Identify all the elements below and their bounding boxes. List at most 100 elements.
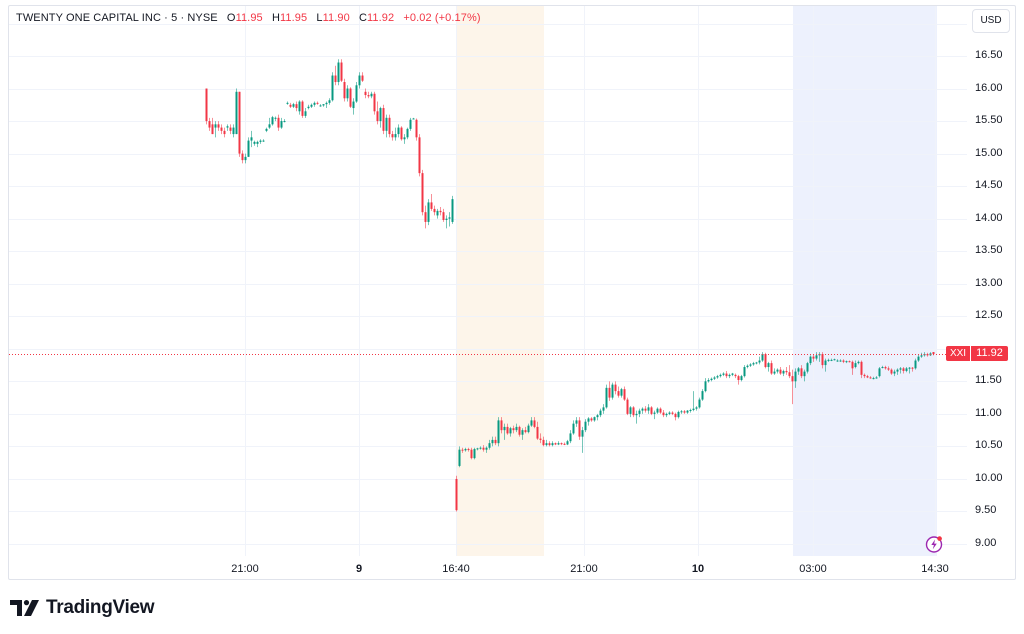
candle-up: [707, 378, 710, 383]
candle-up: [689, 408, 692, 413]
candle-up: [557, 441, 560, 446]
candle-down: [902, 367, 905, 374]
candle-down: [590, 417, 593, 422]
candle-up: [857, 360, 860, 365]
candle-down: [289, 102, 292, 109]
candle-up: [244, 153, 247, 164]
candle-down: [238, 91, 241, 157]
candle-up: [653, 410, 656, 420]
candle-up: [235, 88, 238, 135]
candle-down: [391, 130, 394, 141]
candle-down: [533, 417, 536, 429]
extended-session-band: [793, 6, 937, 556]
candle-up: [782, 369, 785, 377]
candle-up: [776, 368, 779, 374]
price-tick-label: 14.50: [975, 179, 1003, 192]
price-tick-label: 13.00: [975, 276, 1003, 289]
currency-button[interactable]: USD: [972, 9, 1010, 33]
candle-up: [575, 417, 578, 427]
candle-up: [908, 367, 911, 374]
time-tick-label: 9: [355, 563, 363, 575]
candle-up: [743, 365, 746, 378]
candle-down: [560, 442, 563, 446]
candle-up: [905, 367, 908, 373]
candle-up: [611, 382, 614, 400]
candle-down: [626, 397, 629, 416]
candle-down: [662, 409, 665, 418]
price-tick-label: 10.50: [975, 439, 1003, 452]
tradingview-logo[interactable]: TradingView: [10, 597, 155, 619]
candle-up: [899, 367, 902, 374]
candle-up: [328, 98, 331, 105]
candle-down: [229, 124, 232, 135]
candle-up: [854, 360, 857, 369]
candle-up: [503, 423, 506, 440]
candle-down: [400, 126, 403, 141]
candle-down: [851, 360, 854, 375]
candle-up: [232, 124, 235, 138]
candle-down: [211, 117, 214, 135]
symbol-legend: TWENTY ONE CAPITAL INC · 5 · NYSE O11.95…: [16, 12, 481, 24]
candle-down: [866, 374, 869, 379]
candle-up: [479, 446, 482, 450]
open-value: 11.95: [235, 12, 263, 24]
time-tick-label: 16:40: [442, 563, 470, 575]
candle-down: [842, 359, 845, 364]
candle-up: [304, 108, 307, 118]
candle-down: [361, 72, 364, 83]
candle-up: [409, 117, 412, 131]
change-value: +0.02 (+0.17%): [403, 12, 481, 24]
candle-up: [710, 377, 713, 382]
candle-up: [572, 420, 575, 435]
candle-up: [485, 446, 488, 453]
candle-down: [524, 426, 527, 434]
candle-down: [376, 101, 379, 125]
candle-up: [752, 361, 755, 366]
candle-down: [364, 88, 367, 99]
candle-down: [632, 406, 635, 418]
candle-up: [920, 352, 923, 358]
candle-up: [283, 119, 286, 123]
candle-up: [761, 352, 764, 362]
candle-up: [881, 365, 884, 369]
candle-up: [656, 407, 659, 414]
candle-up: [620, 387, 623, 398]
candle-up: [677, 410, 680, 419]
candle-up: [740, 374, 743, 382]
high-label: H: [271, 12, 280, 24]
candle-up: [803, 369, 806, 382]
candle-up: [893, 369, 896, 377]
candle-up: [262, 139, 265, 142]
candle-down: [295, 101, 298, 112]
candle-down: [482, 445, 485, 452]
candle-down: [388, 114, 391, 138]
candle-down: [608, 381, 611, 401]
candle-up: [458, 446, 461, 468]
candle-up: [271, 115, 274, 126]
candle-up: [647, 404, 650, 414]
candle-up: [403, 134, 406, 144]
candle-up: [605, 384, 608, 409]
candle-down: [424, 205, 427, 229]
candle-up: [827, 358, 830, 362]
candle-up: [686, 409, 689, 414]
candle-down: [205, 88, 208, 125]
candle-up: [280, 117, 283, 129]
close-label: C: [358, 12, 367, 24]
candle-down: [683, 409, 686, 414]
candle-up: [412, 117, 415, 120]
premarket-session-band: [456, 6, 544, 556]
candle-up: [872, 376, 875, 380]
candle-down: [506, 423, 509, 435]
lightning-bolt-icon[interactable]: [925, 535, 943, 553]
candle-up: [464, 447, 467, 452]
candle-up: [755, 361, 758, 365]
candle-up: [836, 359, 839, 362]
symbol-title[interactable]: TWENTY ONE CAPITAL INC · 5 · NYSE: [16, 12, 218, 24]
candle-down: [548, 441, 551, 447]
candle-down: [500, 417, 503, 434]
high-value: 11.95: [279, 12, 308, 24]
last-price-tag: 11.92: [971, 346, 1008, 361]
candle-up: [704, 378, 707, 393]
